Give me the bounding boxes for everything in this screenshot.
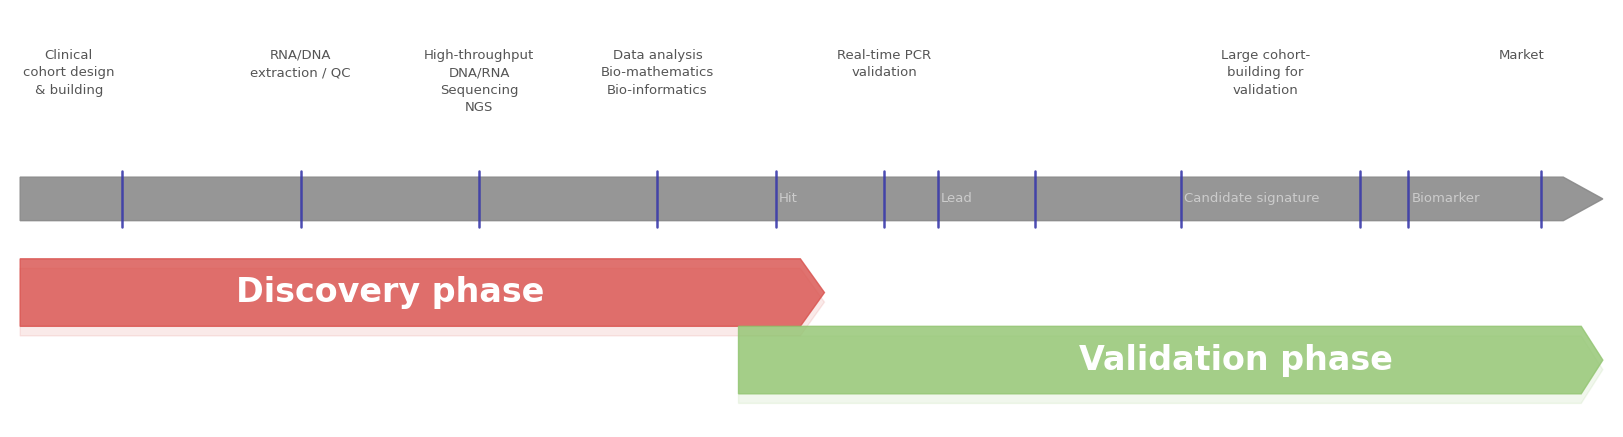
Polygon shape bbox=[19, 177, 1604, 221]
Text: Discovery phase: Discovery phase bbox=[235, 276, 544, 309]
Polygon shape bbox=[19, 259, 824, 326]
Text: Market: Market bbox=[1500, 49, 1545, 62]
Text: Real-time PCR
validation: Real-time PCR validation bbox=[837, 49, 932, 79]
Polygon shape bbox=[19, 268, 824, 336]
Text: Hit: Hit bbox=[779, 191, 799, 205]
Text: Lead: Lead bbox=[941, 191, 974, 205]
Polygon shape bbox=[738, 326, 1604, 394]
Polygon shape bbox=[738, 336, 1604, 403]
Text: Validation phase: Validation phase bbox=[1079, 343, 1393, 377]
Text: Data analysis
Bio-mathematics
Bio-informatics: Data analysis Bio-mathematics Bio-inform… bbox=[601, 49, 714, 97]
Text: Biomarker: Biomarker bbox=[1412, 191, 1480, 205]
Text: Clinical
cohort design
& building: Clinical cohort design & building bbox=[23, 49, 115, 97]
Text: High-throughput
DNA/RNA
Sequencing
NGS: High-throughput DNA/RNA Sequencing NGS bbox=[424, 49, 534, 114]
Text: RNA/DNA
extraction / QC: RNA/DNA extraction / QC bbox=[250, 49, 351, 79]
Text: Candidate signature: Candidate signature bbox=[1185, 191, 1319, 205]
Text: Large cohort-
building for
validation: Large cohort- building for validation bbox=[1220, 49, 1310, 97]
